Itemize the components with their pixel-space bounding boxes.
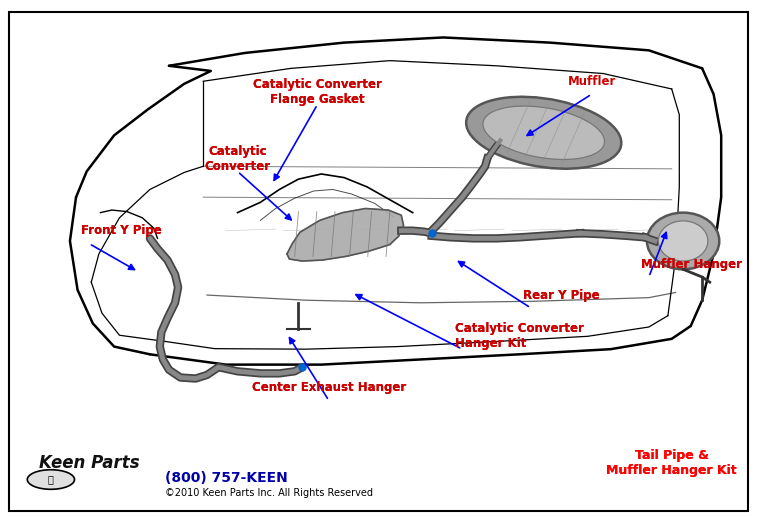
Ellipse shape bbox=[658, 221, 708, 261]
Text: Catalytic
Converter: Catalytic Converter bbox=[205, 145, 270, 172]
Text: Catalytic Converter
Flange Gasket: Catalytic Converter Flange Gasket bbox=[253, 78, 382, 106]
Text: Muffler Hanger: Muffler Hanger bbox=[641, 257, 742, 270]
Text: Catalytic Converter
Flange Gasket: Catalytic Converter Flange Gasket bbox=[253, 78, 382, 106]
Text: Rear Y Pipe: Rear Y Pipe bbox=[523, 289, 600, 301]
Text: Rear Y Pipe: Rear Y Pipe bbox=[523, 289, 600, 301]
Text: 🚗: 🚗 bbox=[48, 474, 54, 484]
Text: ©2010 Keen Parts Inc. All Rights Reserved: ©2010 Keen Parts Inc. All Rights Reserve… bbox=[165, 488, 373, 498]
Text: Muffler: Muffler bbox=[567, 75, 616, 88]
Text: Muffler Hanger: Muffler Hanger bbox=[641, 257, 742, 270]
Text: Tail Pipe &
Muffler Hanger Kit: Tail Pipe & Muffler Hanger Kit bbox=[606, 449, 737, 477]
Text: (800) 757-KEEN: (800) 757-KEEN bbox=[165, 471, 288, 485]
Ellipse shape bbox=[647, 212, 719, 269]
Text: Front Y Pipe: Front Y Pipe bbox=[82, 224, 162, 237]
Polygon shape bbox=[287, 209, 403, 261]
Text: Catalytic Converter
Hanger Kit: Catalytic Converter Hanger Kit bbox=[454, 322, 584, 350]
Text: Center Exhaust Hanger: Center Exhaust Hanger bbox=[252, 381, 406, 394]
Text: Catalytic Converter
Hanger Kit: Catalytic Converter Hanger Kit bbox=[454, 322, 584, 350]
Text: Tail Pipe &
Muffler Hanger Kit: Tail Pipe & Muffler Hanger Kit bbox=[606, 449, 737, 477]
Ellipse shape bbox=[483, 106, 604, 160]
Ellipse shape bbox=[466, 97, 621, 169]
Text: Keen Parts: Keen Parts bbox=[39, 454, 140, 471]
Text: Catalytic
Converter: Catalytic Converter bbox=[205, 145, 270, 172]
Text: Center Exhaust Hanger: Center Exhaust Hanger bbox=[252, 381, 406, 394]
Ellipse shape bbox=[27, 470, 75, 490]
Text: Front Y Pipe: Front Y Pipe bbox=[82, 224, 162, 237]
